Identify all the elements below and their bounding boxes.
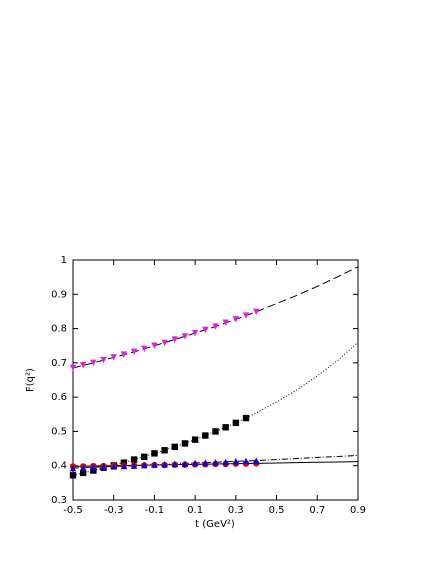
data-point (151, 450, 158, 457)
data-point (253, 457, 260, 464)
y-tick-label: 0.5 (51, 426, 67, 437)
x-tick-label: 0.1 (187, 505, 203, 516)
x-tick-label: 0.5 (269, 505, 285, 516)
data-point (171, 460, 178, 468)
data-point (110, 463, 117, 470)
data-point (212, 428, 219, 435)
plot-frame (72, 259, 359, 501)
data-point (232, 458, 240, 465)
data-point (253, 308, 260, 315)
data-point (69, 472, 77, 479)
data-point (181, 460, 189, 467)
data-point (79, 464, 87, 471)
data-point (151, 461, 158, 468)
data-point (79, 362, 87, 369)
data-point (69, 364, 77, 372)
data-point (79, 469, 87, 477)
data-point (232, 316, 240, 323)
fit-curve (72, 266, 359, 369)
y-tick-label: 0.3 (51, 495, 67, 506)
data-point (181, 440, 189, 447)
data-point (69, 464, 77, 472)
data-point (212, 459, 219, 466)
data-point (90, 467, 97, 474)
y-tick-label: 0.7 (51, 358, 67, 369)
x-tick-label: 0.3 (228, 505, 244, 516)
data-point (222, 319, 229, 326)
data-point (130, 456, 138, 463)
y-tick-label: 1 (61, 255, 67, 266)
data-point (242, 414, 250, 422)
data-point (120, 462, 128, 470)
data-point (120, 351, 128, 358)
data-point (181, 333, 189, 340)
fit-curve (72, 454, 359, 469)
data-point (130, 462, 138, 469)
data-point (202, 326, 209, 334)
data-point (100, 356, 107, 364)
data-point (151, 342, 158, 349)
data-point (110, 354, 117, 361)
y-tick-label: 0.4 (51, 461, 67, 472)
fit-curve (72, 341, 359, 476)
y-tick-label: 0.9 (51, 289, 67, 300)
x-tick-label: 0.7 (309, 505, 325, 516)
data-point (141, 453, 148, 460)
data-point (161, 339, 168, 347)
data-point (222, 458, 229, 466)
data-point (202, 432, 209, 439)
data-point (100, 463, 107, 470)
data-point (202, 459, 209, 466)
data-point (161, 461, 168, 468)
data-point (141, 461, 148, 469)
x-tick-label: -0.1 (145, 505, 165, 516)
data-point (242, 312, 250, 319)
data-point (90, 359, 97, 367)
data-point (242, 457, 250, 465)
data-point (212, 323, 219, 330)
x-tick-label: -0.3 (104, 505, 124, 516)
data-point (130, 348, 138, 356)
y-axis-label: F(q²) (25, 368, 36, 392)
data-point (232, 419, 240, 427)
data-point (191, 436, 199, 443)
data-point (191, 329, 199, 337)
data-point (90, 463, 97, 471)
x-axis-label: t (GeV²) (195, 519, 235, 530)
data-point (222, 424, 229, 431)
y-tick-label: 0.6 (51, 392, 67, 403)
x-tick-label: 0.9 (350, 505, 366, 516)
data-point (171, 336, 178, 343)
y-tick-label: 0.8 (51, 324, 67, 335)
data-point (191, 459, 199, 467)
data-point (171, 443, 178, 451)
data-point (161, 447, 168, 454)
x-tick-label: -0.5 (63, 505, 83, 516)
data-point (141, 345, 148, 352)
